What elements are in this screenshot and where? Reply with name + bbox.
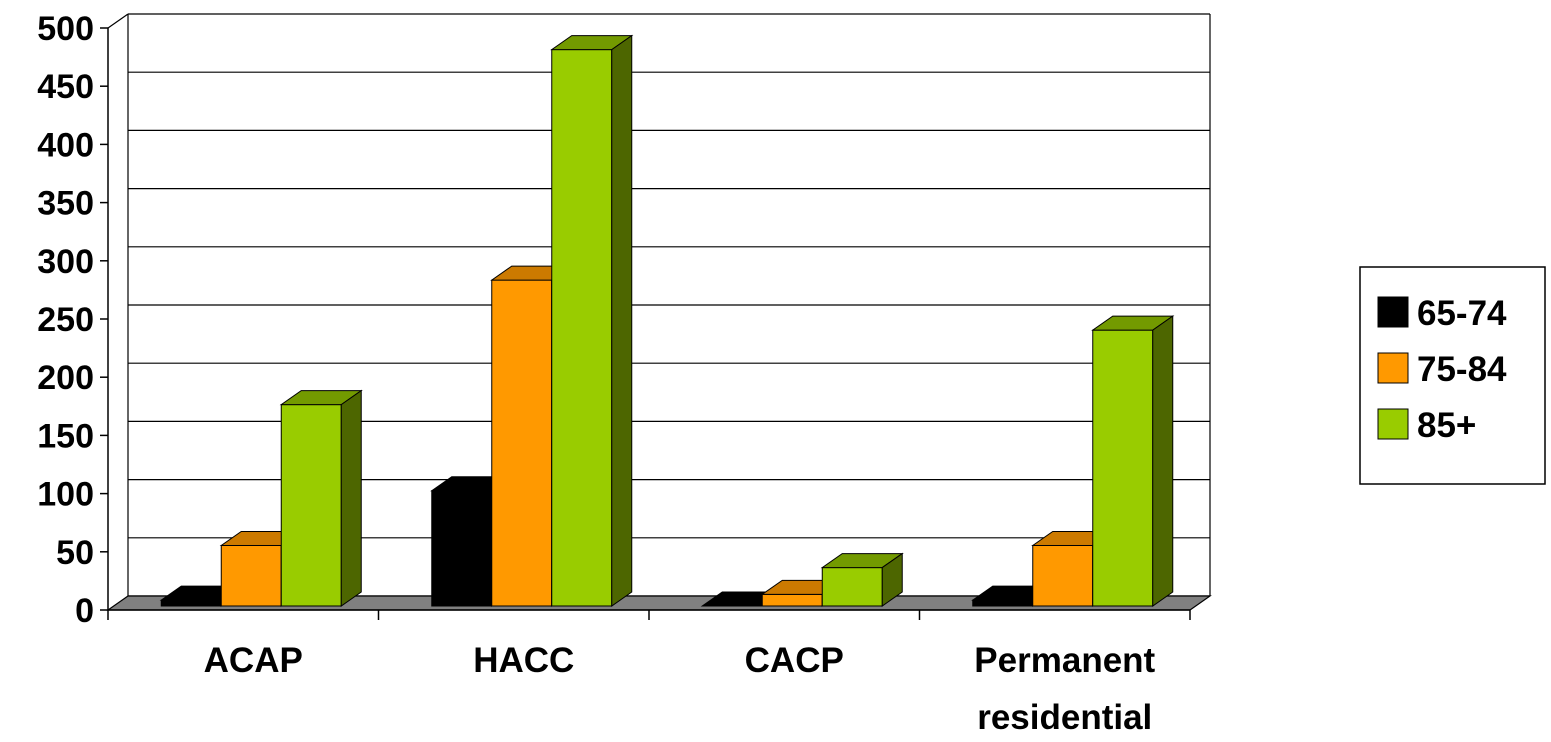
bar-front bbox=[491, 279, 553, 607]
y-tick-label: 0 bbox=[75, 592, 94, 630]
bar-front bbox=[551, 49, 613, 607]
bar-side bbox=[340, 389, 362, 607]
bar-front bbox=[972, 599, 1034, 607]
wall-diagonal bbox=[107, 13, 129, 29]
x-tick-label: Permanent bbox=[974, 641, 1155, 680]
y-tick-label: 50 bbox=[56, 534, 94, 572]
bar-front bbox=[821, 567, 883, 607]
x-axis-labels: ACAP HACC CACP Permanent residential bbox=[204, 641, 1156, 737]
bar bbox=[279, 389, 363, 607]
y-tick-label: 150 bbox=[37, 417, 94, 455]
x-tick-label: residential bbox=[977, 698, 1152, 737]
bar-front bbox=[1032, 544, 1094, 607]
bar-front bbox=[431, 490, 493, 607]
x-tick-label: CACP bbox=[745, 641, 844, 680]
x-tick-label: HACC bbox=[473, 641, 574, 680]
y-tick-label: 250 bbox=[37, 301, 94, 339]
legend-swatch bbox=[1377, 352, 1409, 384]
bar-front bbox=[761, 593, 823, 607]
bar-front bbox=[160, 599, 222, 607]
y-tick-label: 350 bbox=[37, 185, 94, 223]
legend-label: 65-74 bbox=[1417, 294, 1507, 333]
y-tick-label: 200 bbox=[37, 359, 94, 397]
y-tick-label: 450 bbox=[37, 68, 94, 106]
legend-swatch bbox=[1377, 408, 1409, 440]
bar-front bbox=[1092, 329, 1154, 607]
bar-front bbox=[220, 544, 282, 607]
bars bbox=[159, 34, 1175, 607]
bar bbox=[550, 34, 634, 607]
legend-label: 85+ bbox=[1417, 406, 1476, 445]
axes bbox=[107, 13, 1191, 620]
y-tick-label: 100 bbox=[37, 476, 94, 514]
legend-swatch bbox=[1377, 296, 1409, 328]
bar bbox=[820, 552, 904, 607]
bar-front bbox=[280, 404, 342, 607]
legend: 65-74 75-84 85+ bbox=[1359, 266, 1546, 485]
bar bbox=[1091, 315, 1175, 607]
legend-label: 75-84 bbox=[1417, 350, 1507, 389]
y-axis-ticks: 0 50 100 150 200 250 300 350 400 450 500 bbox=[37, 10, 108, 630]
y-tick-label: 300 bbox=[37, 243, 94, 281]
x-tick-label: ACAP bbox=[204, 641, 303, 680]
y-tick-label: 400 bbox=[37, 126, 94, 164]
bar-side bbox=[1152, 315, 1174, 607]
bar-side bbox=[881, 552, 903, 607]
bar-side bbox=[611, 34, 633, 607]
y-tick-label: 500 bbox=[37, 10, 94, 48]
